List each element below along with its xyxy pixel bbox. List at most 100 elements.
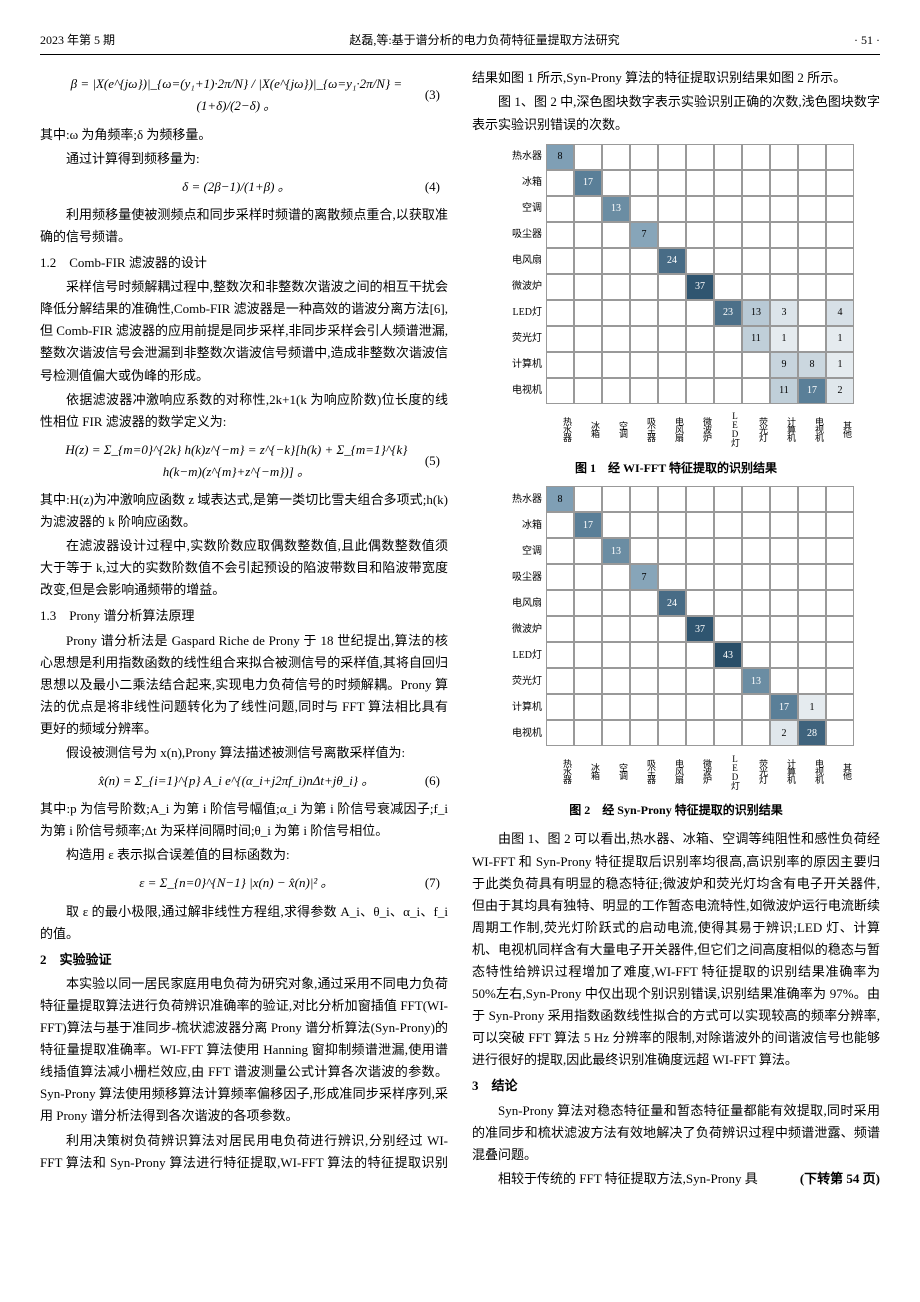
matrix-cell <box>826 144 854 170</box>
matrix-cell <box>630 170 658 196</box>
matrix-cell <box>714 512 742 538</box>
matrix-cell <box>714 144 742 170</box>
eq3-after: 通过计算得到频移量为: <box>40 148 448 170</box>
matrix-cell <box>658 222 686 248</box>
matrix-cell <box>742 694 770 720</box>
matrix-cell <box>546 720 574 746</box>
matrix-cell <box>602 144 630 170</box>
matrix-cell <box>574 720 602 746</box>
header-center: 赵磊,等:基于谱分析的电力负荷特征量提取方法研究 <box>349 30 619 50</box>
matrix-cell <box>826 590 854 616</box>
matrix-cell <box>658 196 686 222</box>
matrix-cell <box>770 274 798 300</box>
matrix-cell <box>826 512 854 538</box>
matrix-cell <box>546 326 574 352</box>
matrix-cell <box>602 300 630 326</box>
p-1-2-c: 在滤波器设计过程中,实数阶数应取偶数整数值,且此偶数整数值须大于等于 k,过大的… <box>40 535 448 601</box>
matrix-cell <box>742 564 770 590</box>
matrix-col-label: 电视机 <box>798 404 826 452</box>
section-2-title: 2 实验验证 <box>40 949 448 971</box>
matrix-col-label: 冰箱 <box>574 404 602 452</box>
matrix-cell <box>742 196 770 222</box>
matrix-cell <box>574 590 602 616</box>
matrix-cell <box>686 170 714 196</box>
matrix-cell <box>546 694 574 720</box>
matrix-cell <box>574 616 602 642</box>
matrix-row-label: 电视机 <box>498 720 546 746</box>
matrix-cell <box>826 248 854 274</box>
matrix-cell <box>714 274 742 300</box>
section-1-3-title: 1.3 Prony 谱分析算法原理 <box>40 605 448 627</box>
matrix-cell <box>574 352 602 378</box>
equation-7: ε = Σ_{n=0}^{N−1} |x(n) − x̂(n)|² 。 (7) <box>40 872 448 894</box>
matrix-cell <box>714 326 742 352</box>
matrix-cell: 37 <box>686 616 714 642</box>
matrix-cell: 17 <box>574 170 602 196</box>
matrix-cell <box>602 274 630 300</box>
matrix-cell <box>658 144 686 170</box>
matrix-cell <box>630 196 658 222</box>
continuation-note: (下转第 54 页) <box>774 1168 880 1190</box>
equation-4: δ = (2β−1)/(1+β) 。 (4) <box>40 176 448 198</box>
page-content: β = |X(e^{jω})|_{ω=(y₁+1)·2π/N} / |X(e^{… <box>40 67 880 1190</box>
matrix-cell <box>686 378 714 404</box>
matrix-cell <box>826 694 854 720</box>
matrix-cell <box>630 616 658 642</box>
eq6-note: 其中:p 为信号阶数;A_i 为第 i 阶信号幅值;α_i 为第 i 阶信号衰减… <box>40 798 448 842</box>
figure-2: 热水器8冰箱17空调13吸尘器7电风扇24微波炉37LED灯43荧光灯13计算机… <box>472 486 880 820</box>
matrix-cell: 8 <box>546 144 574 170</box>
section-3-title: 3 结论 <box>472 1075 880 1097</box>
matrix-cell <box>714 352 742 378</box>
matrix-cell <box>826 222 854 248</box>
matrix-col-label: 荧光灯 <box>742 746 770 794</box>
header-left: 2023 年第 5 期 <box>40 30 115 50</box>
matrix-cell <box>602 642 630 668</box>
matrix-cell <box>798 512 826 538</box>
matrix-cell <box>826 170 854 196</box>
matrix-cell <box>630 512 658 538</box>
matrix-cell <box>602 590 630 616</box>
matrix-col-label: 热水器 <box>546 404 574 452</box>
matrix-cell <box>602 512 630 538</box>
matrix-cell: 11 <box>742 326 770 352</box>
matrix-cell <box>714 538 742 564</box>
matrix-col-label: 其他 <box>826 404 854 452</box>
matrix-cell <box>714 668 742 694</box>
matrix-cell <box>686 222 714 248</box>
matrix-cell <box>602 694 630 720</box>
matrix-cell: 1 <box>770 326 798 352</box>
matrix-cell <box>546 538 574 564</box>
matrix-col-label: 冰箱 <box>574 746 602 794</box>
matrix-cell <box>630 352 658 378</box>
matrix-cell <box>686 564 714 590</box>
matrix-cell <box>686 196 714 222</box>
eq5-note: 其中:H(z)为冲激响应函数 z 域表达式,是第一类切比雪夫组合多项式;h(k)… <box>40 489 448 533</box>
matrix-cell <box>546 668 574 694</box>
matrix-cell <box>574 144 602 170</box>
matrix-cell <box>658 538 686 564</box>
matrix-cell <box>546 564 574 590</box>
matrix-cell <box>686 590 714 616</box>
matrix-cell <box>658 486 686 512</box>
matrix-row-label: 荧光灯 <box>498 668 546 694</box>
matrix-cell <box>826 616 854 642</box>
matrix-cell <box>574 668 602 694</box>
matrix-cell: 1 <box>798 694 826 720</box>
matrix-row-label: 空调 <box>498 538 546 564</box>
matrix-cell <box>574 300 602 326</box>
matrix-cell <box>798 248 826 274</box>
matrix-cell <box>714 564 742 590</box>
matrix-cell <box>574 248 602 274</box>
matrix-cell <box>826 564 854 590</box>
matrix-cell <box>770 248 798 274</box>
matrix-cell: 17 <box>798 378 826 404</box>
matrix-cell <box>714 720 742 746</box>
matrix-col-label: LED灯 <box>714 746 742 794</box>
matrix-cell <box>714 694 742 720</box>
matrix-row-label: 冰箱 <box>498 512 546 538</box>
matrix-cell <box>798 274 826 300</box>
matrix-cell <box>742 248 770 274</box>
matrix-cell <box>826 486 854 512</box>
matrix-cell <box>686 694 714 720</box>
matrix-cell <box>658 352 686 378</box>
